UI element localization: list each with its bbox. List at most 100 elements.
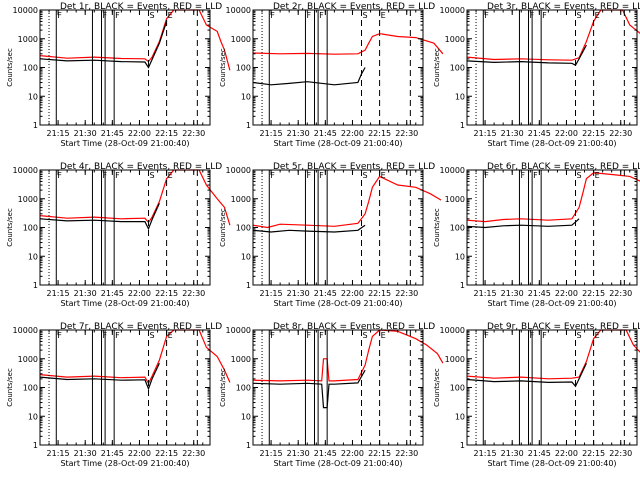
x-tick-label: 21:15 [474,129,497,138]
y-tick-label: 100 [450,64,465,73]
y-tick-label: 1000 [231,195,251,204]
x-tick-label: 22:00 [128,129,151,138]
event-marker-label: F [484,331,489,340]
event-marker-label: S [150,331,155,340]
event-marker-label: F [115,171,120,180]
series-red-line [466,9,640,61]
plot-frame [39,329,211,446]
x-tick-label: 22:30 [609,449,632,458]
x-tick-label: 21:45 [528,289,551,298]
event-marker-label: E [381,171,386,180]
series-black-line [466,362,587,388]
x-tick-label: 21:30 [287,289,310,298]
y-tick-label: 10000 [440,166,465,175]
event-marker-label: F [115,331,120,340]
series-red-line [252,329,444,382]
x-tick-label: 21:15 [47,129,70,138]
event-marker-label: F [542,11,547,20]
x-tick-label: 21:15 [47,289,70,298]
event-marker-label: E [168,171,173,180]
plot-frame [466,169,638,286]
event-marker-label: F [306,331,311,340]
event-marker-label: F [484,171,489,180]
series-red-line [39,9,231,71]
y-tick-label: 10000 [440,326,465,335]
x-tick-label: 22:15 [582,289,605,298]
x-tick-label: 21:30 [287,449,310,458]
y-tick-label: 100 [236,224,251,233]
y-tick-label: 1 [246,441,251,450]
x-tick-label: 22:15 [155,129,178,138]
event-marker-label: S [577,331,582,340]
x-tick-label: 22:15 [582,129,605,138]
x-tick-label: 22:15 [155,289,178,298]
chart-title: Det 5r, BLACK = Events, RED = LLD [273,162,435,172]
y-tick-label: 1000 [231,355,251,364]
series-black-line [466,44,587,67]
x-axis-label: Start Time (28-Oct-09 21:00:40) [60,139,189,148]
chart-panel-9: Det 9r, BLACK = Events, RED = LLDFFFSE11… [433,322,640,468]
y-tick-label: 100 [23,384,38,393]
series-red-line [252,175,442,229]
x-tick-label: 22:30 [182,449,205,458]
event-marker-label: E [595,331,600,340]
series-red-line [39,169,231,226]
y-tick-label: 1000 [445,35,465,44]
series-red-line [466,172,640,223]
x-tick-label: 22:30 [182,129,205,138]
event-marker-label: S [150,171,155,180]
x-tick-label: 21:45 [101,289,124,298]
y-axis-label: Counts/sec [433,208,441,247]
event-marker-label: F [306,11,311,20]
x-tick-label: 21:45 [101,129,124,138]
y-tick-label: 10 [455,412,465,421]
y-tick-label: 10 [28,92,38,101]
x-tick-label: 22:00 [341,129,364,138]
y-axis-label: Counts/sec [433,368,441,407]
event-marker-label: S [150,11,155,20]
y-tick-label: 100 [450,224,465,233]
series-red-line [39,329,231,385]
y-axis-label: Counts/sec [219,208,227,247]
x-tick-label: 21:45 [314,289,337,298]
x-axis-label: Start Time (28-Oct-09 21:00:40) [487,459,616,468]
y-tick-label: 10 [28,412,38,421]
y-tick-label: 1 [460,281,465,290]
event-marker-label: E [381,331,386,340]
event-marker-label: F [542,331,547,340]
y-tick-label: 10 [455,252,465,261]
x-axis-label: Start Time (28-Oct-09 21:00:40) [487,139,616,148]
y-tick-label: 1000 [231,35,251,44]
x-tick-label: 22:15 [582,449,605,458]
x-tick-label: 21:45 [314,129,337,138]
event-marker-label: E [595,11,600,20]
event-marker-label: S [363,11,368,20]
y-tick-label: 1000 [18,355,38,364]
x-tick-label: 22:15 [368,449,391,458]
x-tick-label: 21:30 [501,449,524,458]
event-marker-label: S [577,171,582,180]
x-tick-label: 22:30 [182,289,205,298]
y-tick-label: 1 [33,281,38,290]
x-tick-label: 21:45 [314,449,337,458]
y-tick-label: 10000 [226,166,251,175]
event-marker-label: F [270,331,275,340]
event-marker-label: F [520,171,525,180]
x-tick-label: 21:30 [74,129,97,138]
x-tick-label: 21:15 [474,449,497,458]
event-marker-label: F [57,331,62,340]
y-tick-label: 1 [460,441,465,450]
series-black-line [252,369,366,409]
y-tick-label: 1 [460,121,465,130]
x-tick-label: 21:30 [74,289,97,298]
chart-title: Det 1r, BLACK = Events, RED = LLD [60,2,222,12]
x-tick-label: 21:15 [47,449,70,458]
series-black-line [39,362,160,391]
chart-title: Det 4r, BLACK = Events, RED = LLD [60,162,222,172]
x-tick-label: 21:30 [287,129,310,138]
y-tick-label: 10000 [226,326,251,335]
chart-panel-1: Det 1r, BLACK = Events, RED = LLDFFFSE11… [6,2,231,148]
y-tick-label: 1 [246,121,251,130]
x-tick-label: 21:45 [101,449,124,458]
